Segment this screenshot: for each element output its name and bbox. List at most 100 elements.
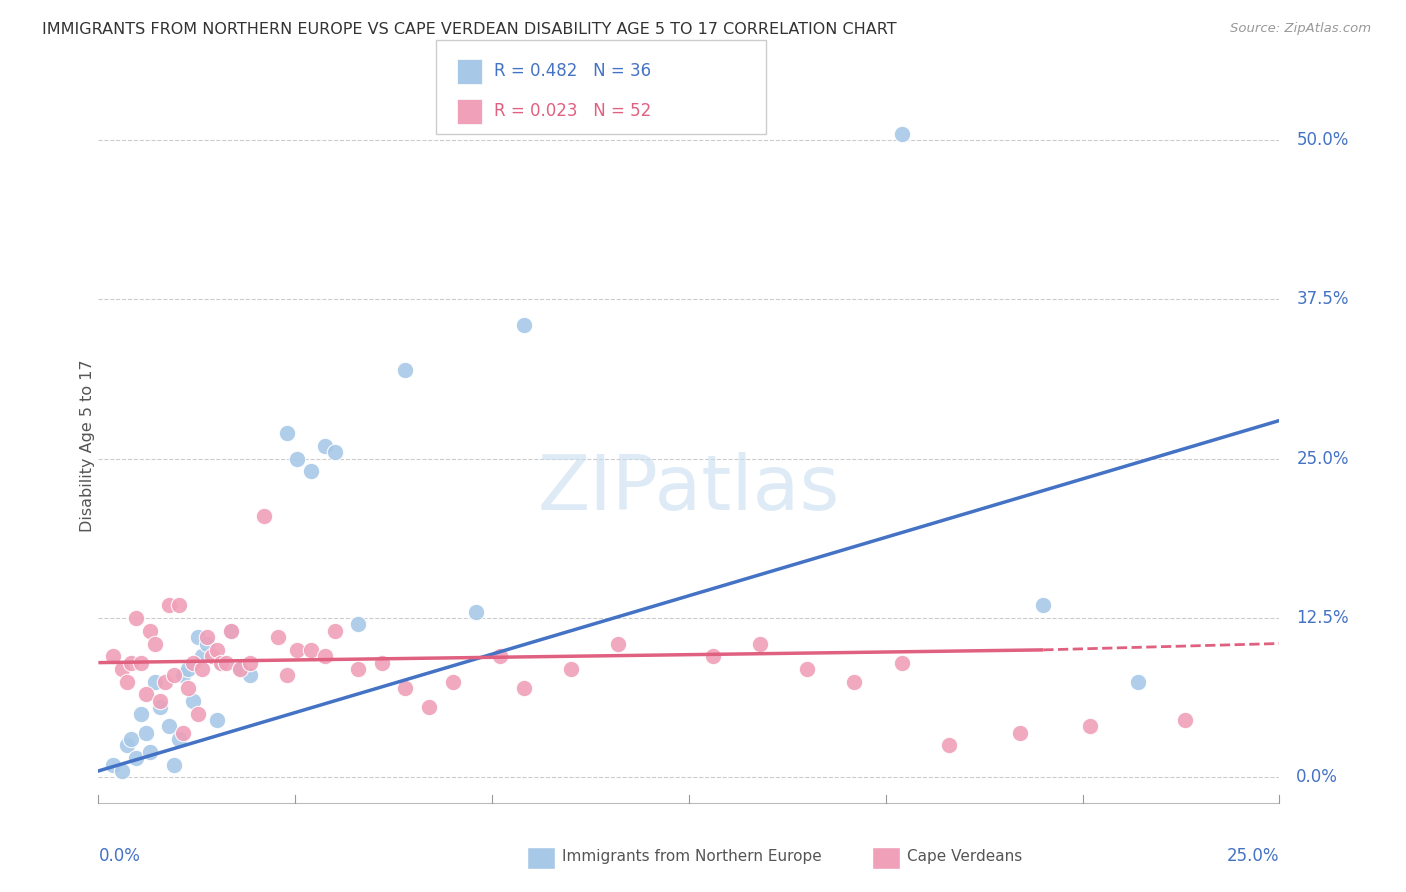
Point — [607, 636, 630, 650]
Point — [187, 706, 209, 721]
Point — [125, 751, 148, 765]
Point — [285, 643, 308, 657]
Text: R = 0.482   N = 36: R = 0.482 N = 36 — [494, 62, 651, 80]
Point — [219, 624, 242, 638]
Text: R = 0.023   N = 52: R = 0.023 N = 52 — [494, 103, 651, 120]
Text: 25.0%: 25.0% — [1227, 847, 1279, 865]
Text: 37.5%: 37.5% — [1296, 291, 1348, 309]
Point — [1126, 674, 1149, 689]
Point — [111, 662, 134, 676]
Point — [489, 649, 512, 664]
Point — [149, 700, 172, 714]
Point — [347, 617, 370, 632]
Text: IMMIGRANTS FROM NORTHERN EUROPE VS CAPE VERDEAN DISABILITY AGE 5 TO 17 CORRELATI: IMMIGRANTS FROM NORTHERN EUROPE VS CAPE … — [42, 22, 897, 37]
Point — [167, 732, 190, 747]
Point — [465, 605, 488, 619]
Point — [191, 662, 214, 676]
Point — [1080, 719, 1102, 733]
Point — [139, 745, 162, 759]
Point — [1032, 599, 1054, 613]
Point — [323, 624, 346, 638]
Point — [177, 662, 200, 676]
Point — [394, 681, 416, 695]
Point — [314, 649, 336, 664]
Point — [209, 656, 232, 670]
Point — [239, 668, 262, 682]
Point — [314, 439, 336, 453]
Text: ZIPatlas: ZIPatlas — [537, 452, 841, 525]
Point — [1174, 713, 1197, 727]
Point — [229, 662, 252, 676]
Point — [299, 465, 322, 479]
Point — [394, 362, 416, 376]
Text: Immigrants from Northern Europe: Immigrants from Northern Europe — [562, 849, 823, 863]
Text: 50.0%: 50.0% — [1296, 131, 1348, 149]
Point — [157, 599, 180, 613]
Point — [172, 668, 194, 682]
Point — [181, 694, 204, 708]
Text: 0.0%: 0.0% — [1296, 768, 1339, 787]
Point — [844, 674, 866, 689]
Point — [299, 643, 322, 657]
Point — [181, 656, 204, 670]
Text: 12.5%: 12.5% — [1296, 609, 1348, 627]
Text: 0.0%: 0.0% — [98, 847, 141, 865]
Point — [890, 127, 912, 141]
Point — [285, 451, 308, 466]
Point — [209, 656, 232, 670]
Point — [163, 668, 186, 682]
Text: 25.0%: 25.0% — [1296, 450, 1348, 467]
Text: Cape Verdeans: Cape Verdeans — [907, 849, 1022, 863]
Point — [115, 674, 138, 689]
Point — [157, 719, 180, 733]
Point — [195, 636, 218, 650]
Y-axis label: Disability Age 5 to 17: Disability Age 5 to 17 — [80, 359, 94, 533]
Point — [1008, 725, 1031, 739]
Point — [267, 630, 290, 644]
Point — [512, 681, 534, 695]
Point — [201, 649, 224, 664]
Point — [938, 739, 960, 753]
Point — [191, 649, 214, 664]
Text: Source: ZipAtlas.com: Source: ZipAtlas.com — [1230, 22, 1371, 36]
Point — [172, 725, 194, 739]
Point — [149, 694, 172, 708]
Point — [205, 643, 228, 657]
Point — [323, 445, 346, 459]
Point — [187, 630, 209, 644]
Point — [135, 688, 157, 702]
Point — [702, 649, 724, 664]
Point — [143, 636, 166, 650]
Point — [153, 674, 176, 689]
Point — [101, 757, 124, 772]
Point — [219, 624, 242, 638]
Point — [276, 426, 298, 441]
Point — [253, 509, 276, 524]
Point — [276, 668, 298, 682]
Point — [177, 681, 200, 695]
Point — [215, 656, 238, 670]
Point — [111, 764, 134, 778]
Point — [205, 713, 228, 727]
Point — [512, 318, 534, 332]
Point — [418, 700, 440, 714]
Point — [441, 674, 464, 689]
Point — [239, 656, 262, 670]
Point — [371, 656, 394, 670]
Point — [890, 656, 912, 670]
Point — [115, 739, 138, 753]
Point — [125, 611, 148, 625]
Point — [121, 732, 143, 747]
Point — [135, 725, 157, 739]
Point — [167, 599, 190, 613]
Point — [129, 706, 152, 721]
Point — [796, 662, 818, 676]
Point — [121, 656, 143, 670]
Point — [101, 649, 124, 664]
Point — [347, 662, 370, 676]
Point — [163, 757, 186, 772]
Point — [560, 662, 582, 676]
Point — [139, 624, 162, 638]
Point — [229, 662, 252, 676]
Point — [143, 674, 166, 689]
